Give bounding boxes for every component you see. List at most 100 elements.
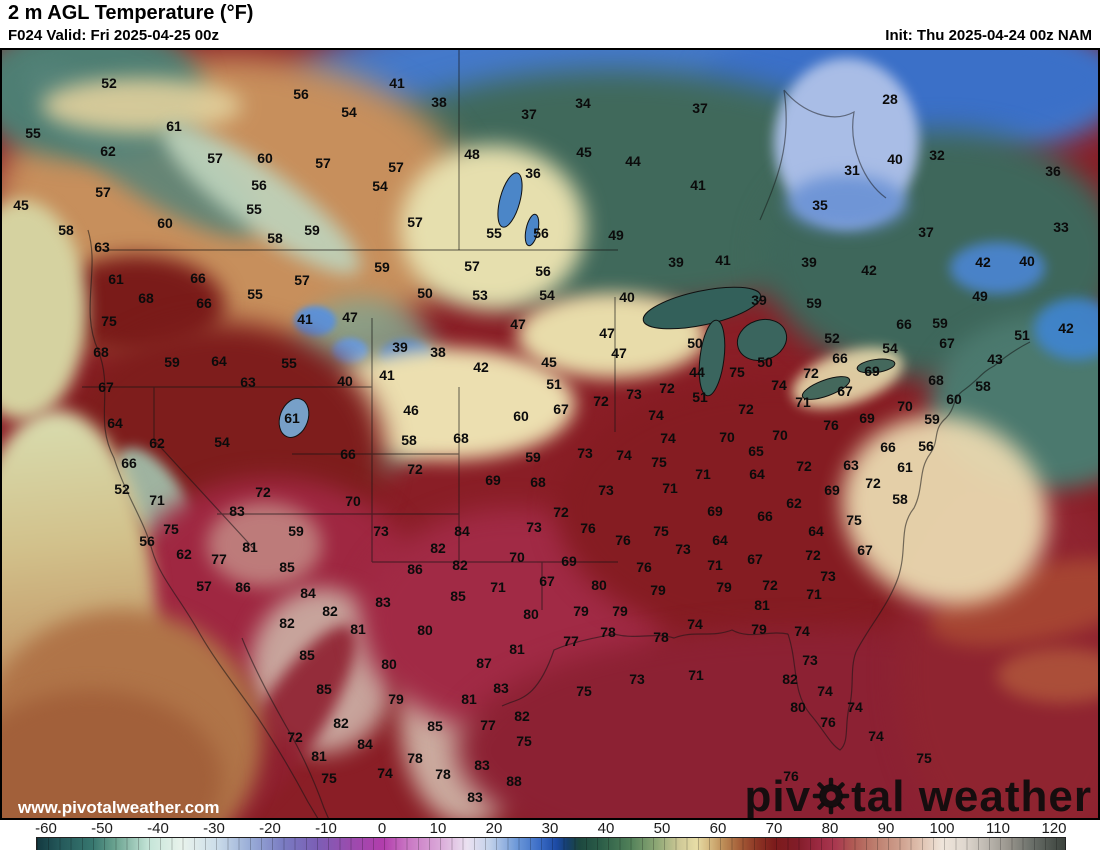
- temp-label: 58: [401, 432, 417, 448]
- temp-label: 87: [476, 655, 492, 671]
- temp-label: 56: [535, 263, 551, 279]
- temp-label: 59: [525, 449, 541, 465]
- field-blob: [294, 306, 336, 336]
- colorbar-tick: 110: [986, 820, 1010, 837]
- lake-winnipeg: [497, 172, 523, 228]
- temp-label: 47: [599, 325, 615, 341]
- temp-label: 71: [662, 480, 678, 496]
- temp-label: 63: [94, 239, 110, 255]
- temp-label: 70: [509, 549, 525, 565]
- temp-label: 84: [454, 523, 470, 539]
- temp-label: 38: [431, 94, 447, 110]
- temp-label: 50: [687, 335, 703, 351]
- temp-label: 85: [450, 588, 466, 604]
- temp-label: 73: [675, 541, 691, 557]
- temp-label: 55: [25, 125, 41, 141]
- temp-label: 66: [340, 446, 356, 462]
- colorbar-tick: -50: [91, 820, 113, 837]
- temp-label: 66: [757, 508, 773, 524]
- temp-label: 80: [591, 577, 607, 593]
- temp-label: 63: [843, 457, 859, 473]
- temp-label: 75: [651, 454, 667, 470]
- colorbar-tick: 60: [709, 820, 727, 837]
- field-blob: [997, 648, 1098, 703]
- temp-label: 77: [480, 717, 496, 733]
- temp-label: 70: [345, 493, 361, 509]
- temp-label: 82: [333, 715, 349, 731]
- temp-label: 75: [653, 523, 669, 539]
- temp-label: 80: [523, 606, 539, 622]
- temp-label: 42: [473, 359, 489, 375]
- temp-label: 74: [847, 699, 863, 715]
- temp-label: 80: [790, 699, 806, 715]
- field-blob: [950, 242, 1045, 294]
- temp-label: 39: [751, 292, 767, 308]
- temp-label: 81: [311, 748, 327, 764]
- temp-label: 75: [516, 733, 532, 749]
- temp-label: 72: [796, 458, 812, 474]
- temp-label: 79: [650, 582, 666, 598]
- temp-label: 69: [824, 482, 840, 498]
- field-blob: [332, 338, 368, 364]
- temp-label: 66: [190, 270, 206, 286]
- temp-label: 81: [509, 641, 525, 657]
- temp-label: 59: [288, 523, 304, 539]
- temp-label: 67: [747, 551, 763, 567]
- field-blob: [787, 175, 907, 230]
- temp-label: 39: [668, 254, 684, 270]
- temp-label: 60: [513, 408, 529, 424]
- colorbar-tick: 80: [821, 820, 839, 837]
- temp-label: 86: [235, 579, 251, 595]
- temp-label: 58: [267, 230, 283, 246]
- lake-manitoba: [524, 213, 540, 247]
- lake-huron: [736, 318, 788, 362]
- colorbar-tick: 120: [1041, 820, 1067, 837]
- colorbar-tick: -40: [147, 820, 169, 837]
- temp-label: 74: [377, 765, 393, 781]
- temp-label: 59: [304, 222, 320, 238]
- forecast-valid-time: F024 Valid: Fri 2025-04-25 00z: [8, 27, 219, 44]
- header: 2 m AGL Temperature (°F) F024 Valid: Fri…: [0, 0, 1100, 48]
- temp-label: 72: [255, 484, 271, 500]
- temp-label: 56: [533, 225, 549, 241]
- colorbar-tick: -10: [315, 820, 337, 837]
- temp-label: 69: [561, 553, 577, 569]
- temp-label: 76: [820, 714, 836, 730]
- gear-icon: [812, 776, 850, 818]
- temp-label: 41: [715, 252, 731, 268]
- temp-label: 72: [659, 380, 675, 396]
- colorbar-tick: 50: [653, 820, 671, 837]
- colorbar-tick: 10: [429, 820, 447, 837]
- temp-label: 48: [464, 146, 480, 162]
- temp-label: 72: [593, 393, 609, 409]
- temp-label: 85: [427, 718, 443, 734]
- temp-label: 83: [467, 789, 483, 805]
- temp-label: 62: [176, 546, 192, 562]
- temp-label: 80: [381, 656, 397, 672]
- temp-label: 61: [897, 459, 913, 475]
- temp-label: 81: [350, 621, 366, 637]
- temp-label: 72: [805, 547, 821, 563]
- temp-label: 56: [918, 438, 934, 454]
- temp-label: 72: [553, 504, 569, 520]
- gulf-coastline: [501, 629, 789, 707]
- temp-label: 47: [342, 309, 358, 325]
- colorbar-tick: 20: [485, 820, 503, 837]
- temp-label: 37: [692, 100, 708, 116]
- temp-label: 45: [576, 144, 592, 160]
- temp-label: 72: [287, 729, 303, 745]
- temp-label: 85: [316, 681, 332, 697]
- hudson-bay-coastline: [759, 89, 887, 221]
- temp-label: 79: [388, 691, 404, 707]
- temp-label: 77: [563, 633, 579, 649]
- temp-label: 32: [929, 147, 945, 163]
- temp-label: 78: [600, 624, 616, 640]
- temp-label: 59: [374, 259, 390, 275]
- page-title: 2 m AGL Temperature (°F): [8, 2, 254, 24]
- temp-label: 78: [435, 766, 451, 782]
- colorbar-tick: 40: [597, 820, 615, 837]
- temp-label: 37: [918, 224, 934, 240]
- lake-erie: [801, 376, 851, 400]
- temp-label: 51: [546, 376, 562, 392]
